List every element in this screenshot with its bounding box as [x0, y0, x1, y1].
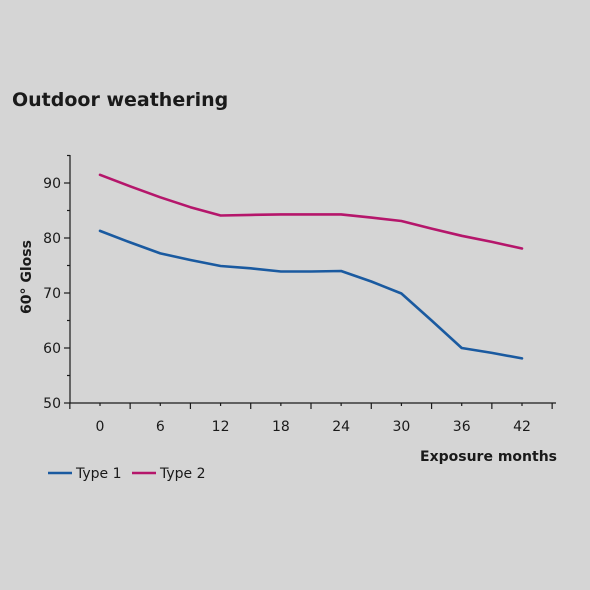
y-tick-label: 70	[43, 286, 61, 302]
y-tick-label: 90	[43, 176, 61, 192]
x-tick-label: 30	[393, 419, 411, 435]
x-tick-label: 6	[156, 419, 165, 435]
x-tick-label: 18	[272, 419, 290, 435]
legend-label-2: Type 2	[159, 466, 206, 482]
legend-label-1: Type 1	[75, 466, 122, 482]
y-tick-label: 50	[43, 396, 61, 412]
series-line-2	[98, 173, 524, 250]
y-tick-label: 60	[43, 341, 61, 357]
x-tick-label: 24	[332, 419, 350, 435]
x-tick-label: 0	[96, 419, 105, 435]
x-tick-label: 42	[513, 419, 531, 435]
legend: Type 1 Type 2	[48, 466, 206, 482]
series-group	[98, 173, 524, 360]
axes: 50 60 70 80 90 0 6 12 18 24 30 36 42	[43, 154, 556, 435]
x-tick-label: 12	[212, 419, 230, 435]
y-ticks: 50 60 70 80 90	[43, 154, 70, 412]
chart-title: Outdoor weathering	[12, 89, 229, 111]
y-axis-label: 60° Gloss	[19, 240, 35, 314]
series-line-1	[98, 229, 524, 360]
x-ticks: 0 6 12 18 24 30 36 42	[69, 403, 553, 435]
x-tick-label: 36	[453, 419, 471, 435]
x-axis-label: Exposure months	[420, 449, 557, 465]
y-tick-label: 80	[43, 231, 61, 247]
